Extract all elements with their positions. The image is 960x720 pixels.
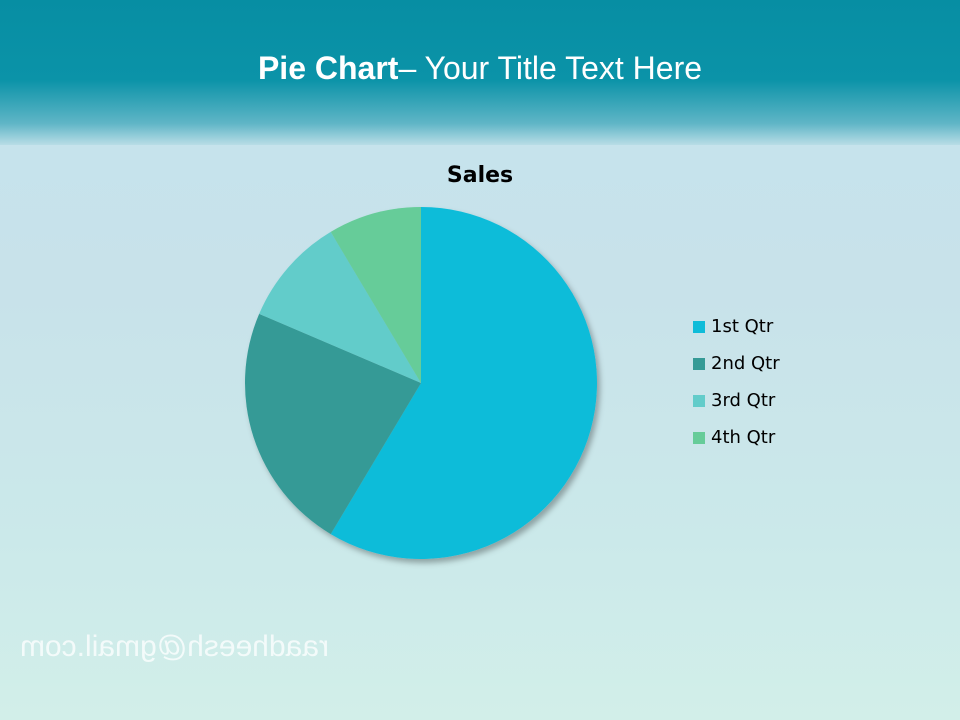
- legend-label: 2nd Qtr: [711, 353, 780, 374]
- legend-label: 3rd Qtr: [711, 390, 776, 411]
- slide-title: Pie Chart– Your Title Text Here: [0, 50, 960, 87]
- chart-title: Sales: [447, 163, 513, 188]
- pie: [245, 207, 597, 559]
- pie-slice: [245, 313, 421, 535]
- title-rest: – Your Title Text Here: [398, 50, 703, 86]
- legend-swatch: [693, 432, 705, 444]
- pie-slice: [330, 207, 597, 559]
- legend-swatch: [693, 321, 705, 333]
- legend-label: 1st Qtr: [711, 316, 774, 337]
- title-bold: Pie Chart: [257, 50, 399, 86]
- legend-swatch: [693, 395, 705, 407]
- legend-swatch: [693, 358, 705, 370]
- legend-label: 4th Qtr: [711, 427, 776, 448]
- pie-slice: [330, 207, 421, 383]
- pie-slice: [259, 231, 421, 383]
- header-band: [0, 0, 960, 145]
